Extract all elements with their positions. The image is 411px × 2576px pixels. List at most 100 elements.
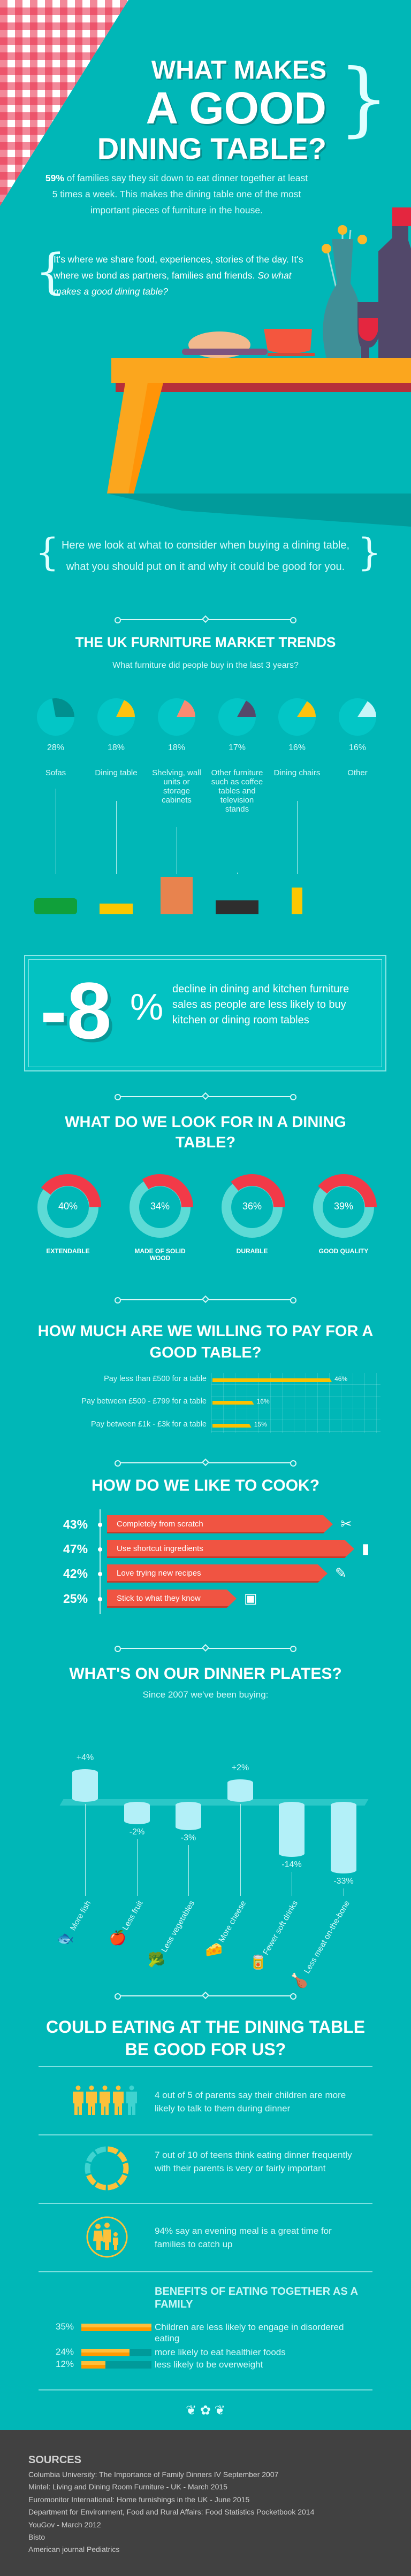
connector-line (188, 1845, 189, 1896)
source-item: American journal Pediatrics (28, 2545, 120, 2554)
dining-table-illustration (107, 207, 411, 527)
axis-dot (98, 1597, 102, 1601)
ring-segment (123, 2162, 129, 2174)
divider (115, 1458, 296, 1467)
ornament-icon: } (338, 52, 390, 145)
donut-percent: 36% (242, 1201, 262, 1212)
connector-line (85, 1804, 86, 1896)
cheese-icon: 🧀 (205, 1941, 223, 1958)
cook-percent: 43% (63, 1517, 88, 1531)
pie-label: Shelving, wall units or storage cabinets (152, 768, 201, 805)
cookbook-icon: ▣ (244, 1590, 257, 1606)
source-item: Bisto (28, 2533, 45, 2541)
pay-bar (212, 1401, 254, 1405)
donut-percent: 40% (58, 1201, 78, 1212)
ring-segment (95, 2182, 106, 2191)
stat-teens: 7 out of 10 of teens think eating dinner… (155, 2150, 352, 2173)
donut-arc (142, 1174, 193, 1207)
apple-icon: 🍎 (109, 1929, 126, 1946)
donut-label: GOOD QUALITY (318, 1247, 369, 1255)
plate-bar (331, 1802, 356, 1873)
cook-bar: Completely from scratch (107, 1515, 333, 1533)
person-icon (86, 2085, 97, 2115)
pay-label: Pay between £1k - £3k for a table (90, 1420, 207, 1429)
recipe-icon: ✎ (335, 1565, 347, 1581)
person-icon (100, 2085, 110, 2115)
plate-value: -14% (281, 1860, 302, 1869)
divider-line (39, 2389, 372, 2390)
section-title-pay: HOW MUCH ARE WE WILLING TO PAY FOR A GOO… (37, 1323, 374, 1361)
market-subtitle: What furniture did people buy in the las… (112, 661, 299, 670)
benefit-percent: 35% (56, 2322, 74, 2332)
pay-bar (212, 1378, 332, 1382)
source-item: Department for Environment, Food and Rur… (28, 2508, 315, 2517)
brace-left-icon: { (35, 530, 59, 574)
donut-3 (313, 1174, 377, 1238)
donut-1 (130, 1174, 193, 1238)
benefit-percent: 24% (56, 2347, 74, 2357)
donut-arc (231, 1174, 285, 1207)
ornament-icon: ❦ ✿ ❦ (186, 2403, 225, 2418)
divider-line (39, 2066, 372, 2067)
donut-0 (37, 1174, 101, 1238)
decline-unit: % (130, 986, 164, 1028)
source-item: Mintel: Living and Dining Room Furniture… (28, 2482, 227, 2492)
stat-families: 94% say an evening meal is a great time … (155, 2226, 332, 2249)
pie-2 (158, 698, 195, 736)
benefit-label: less likely to be overweight (155, 2359, 263, 2370)
donut-label: MADE OF SOLID WOOD (134, 1247, 186, 1262)
tv-stand-icon (216, 877, 258, 914)
pie-label: Other (347, 768, 368, 777)
pie-1 (97, 698, 135, 736)
donut-2 (222, 1174, 285, 1238)
brace-right-icon: } (357, 530, 382, 574)
page-title: WHAT MAKES A GOOD DINING TABLE? (97, 56, 326, 165)
decline-text: decline in dining and kitchen furniture … (172, 983, 349, 1026)
pie-percent: 18% (168, 743, 186, 752)
stat-parents: 4 out of 5 of parents say their children… (155, 2090, 346, 2114)
pie-4 (278, 698, 316, 736)
fish-icon: 🐟 (57, 1930, 74, 1946)
pay-percent: 16% (256, 1398, 270, 1405)
dining-table-icon (95, 877, 138, 914)
benefit-label: Children are less likely to engage in di… (155, 2322, 344, 2343)
pie-label: Dining table (95, 768, 138, 777)
plate-label: More fish (68, 1899, 93, 1932)
divider-line (39, 2271, 372, 2272)
ring-segment (95, 2146, 106, 2155)
decline-box: -8 % decline in dining and kitchen furni… (24, 955, 386, 1071)
tv-stand-icon-shape (216, 900, 258, 914)
plate-value: +2% (231, 1763, 249, 1773)
plate-bar (72, 1769, 98, 1802)
connector-line (297, 801, 298, 874)
plate-label: Less vegetables (159, 1899, 196, 1954)
axis-dot (98, 1547, 102, 1552)
decline-number: -8 (40, 966, 112, 1055)
benefit-percent: 12% (56, 2359, 74, 2369)
divider (115, 1991, 296, 2000)
wine-bottle-icon (378, 207, 411, 358)
plate-value: -33% (333, 1877, 354, 1886)
axis-dot (98, 1572, 102, 1576)
teacup-icon (264, 329, 312, 354)
plate-label: Less meat on-the-bone (302, 1899, 352, 1976)
divider (115, 615, 296, 623)
ring-segment (117, 2174, 127, 2186)
divider (115, 1644, 296, 1652)
cook-bar: Stick to what they know (107, 1590, 237, 1608)
connector-line (237, 873, 238, 874)
pie-label: Sofas (45, 768, 66, 777)
pay-percent: 15% (254, 1421, 267, 1428)
pie-slice (116, 700, 135, 717)
divider-line (39, 2134, 372, 2135)
plate-value: +4% (76, 1753, 94, 1762)
pie-slice (177, 700, 195, 717)
donut-percent: 34% (150, 1201, 170, 1212)
cook-bar: Use shortcut ingredients (107, 1540, 354, 1558)
donut-arc (318, 1174, 377, 1207)
pay-percent: 46% (334, 1375, 348, 1383)
overview-text: Here we look at what to consider when bu… (61, 539, 350, 573)
benefit-label: more likely to eat healthier foods (155, 2347, 286, 2357)
dining-table-icon-shape (100, 904, 133, 914)
utensils-icon: ✂ (340, 1516, 352, 1532)
